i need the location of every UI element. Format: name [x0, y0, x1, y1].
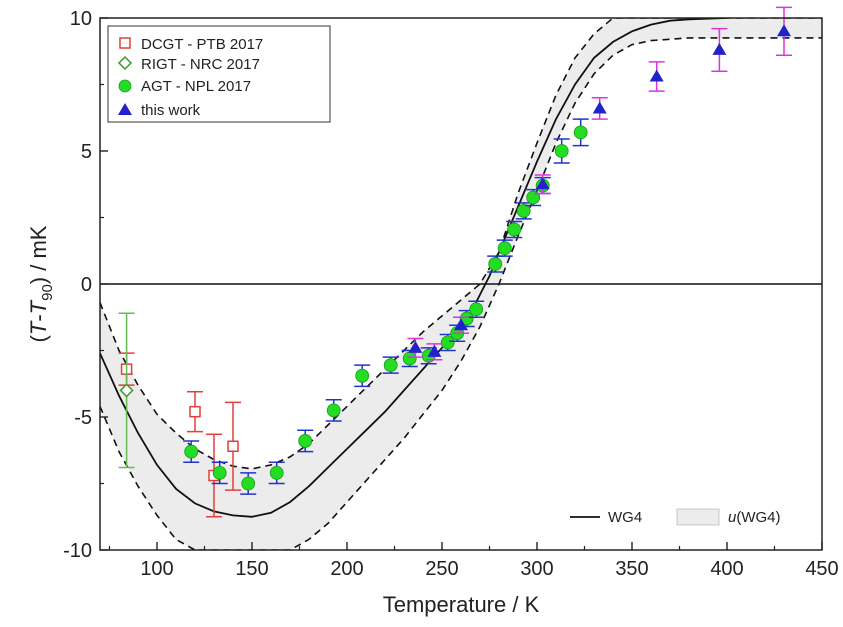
- x-tick-label: 100: [140, 558, 173, 580]
- y-axis-ticks: -10 -5 0 5 10: [63, 8, 108, 562]
- data-point: [408, 340, 423, 353]
- x-tick-label: 250: [425, 558, 458, 580]
- data-point: [427, 344, 442, 357]
- data-point: [573, 125, 588, 140]
- x-axis-title: Temperature / K: [383, 592, 540, 617]
- data-point: [189, 405, 201, 418]
- data-point: [212, 465, 227, 480]
- data-point: [298, 434, 313, 448]
- data-point: [326, 403, 341, 418]
- y-tick-label: 5: [81, 141, 92, 163]
- data-point: [383, 358, 398, 373]
- data-point: [241, 476, 256, 491]
- y-tick-label: -10: [63, 540, 92, 562]
- data-point: [516, 203, 531, 218]
- data-point: [227, 440, 239, 453]
- y-tick-label: -5: [74, 407, 92, 429]
- x-tick-label: 300: [520, 558, 553, 580]
- x-tick-label: 150: [235, 558, 268, 580]
- y-tick-label: 0: [81, 274, 92, 296]
- data-point: [402, 351, 417, 366]
- data-point: [712, 42, 727, 55]
- legend-bottom: WG4 u(WG4): [570, 508, 781, 526]
- legend-top: DCGT - PTB 2017 RIGT - NRC 2017 AGT - NP…: [107, 25, 331, 123]
- data-point: [497, 241, 512, 255]
- wg4-curve: [100, 18, 728, 518]
- legend-dcgt-label: DCGT - PTB 2017: [141, 36, 263, 53]
- data-point: [184, 444, 199, 459]
- plot-area: [100, 6, 822, 550]
- legend-rigt-marker: [117, 55, 133, 71]
- data-point: [554, 144, 569, 158]
- legend-rigt-label: RIGT - NRC 2017: [141, 56, 260, 73]
- data-point: [507, 222, 522, 237]
- x-tick-label: 350: [615, 558, 648, 580]
- legend-thiswork-marker: [118, 103, 132, 115]
- legend-agt-marker: [118, 79, 132, 93]
- legend-thiswork-label: this work: [141, 102, 201, 119]
- legend-top-frame: [107, 25, 331, 123]
- series-filled-circle: [183, 118, 589, 495]
- series-open-diamond: [118, 312, 135, 469]
- data-point: [469, 302, 484, 317]
- uncertainty-band: [100, 18, 822, 550]
- data-point: [649, 69, 664, 82]
- series-filled-triangle: [407, 6, 792, 361]
- legend-agt-label: AGT - NPL 2017: [141, 78, 251, 95]
- x-tick-label: 400: [710, 558, 743, 580]
- legend-band-swatch: [676, 508, 720, 526]
- legend-dcgt-marker: [119, 37, 131, 49]
- x-tick-label: 450: [805, 558, 838, 580]
- x-axis-ticks: 100 150 200 250 300 350 400 450: [108, 542, 839, 580]
- data-point: [777, 24, 791, 37]
- data-point: [269, 465, 284, 480]
- legend-band-label: u(WG4): [728, 509, 781, 526]
- data-point: [355, 368, 370, 383]
- data-point: [488, 257, 503, 271]
- data-point: [119, 383, 134, 398]
- y-tick-label: 10: [70, 8, 92, 30]
- band-lower-dashed-line: [100, 37, 822, 550]
- x-tick-label: 200: [330, 558, 363, 580]
- data-point: [440, 335, 455, 350]
- legend-wg4-label: WG4: [608, 509, 642, 526]
- data-point: [454, 318, 468, 331]
- data-point: [592, 101, 607, 114]
- data-point: [535, 177, 550, 190]
- y-axis-title: (T-T90) / mK: [26, 225, 56, 342]
- data-point: [459, 311, 474, 326]
- data-points: [118, 6, 792, 518]
